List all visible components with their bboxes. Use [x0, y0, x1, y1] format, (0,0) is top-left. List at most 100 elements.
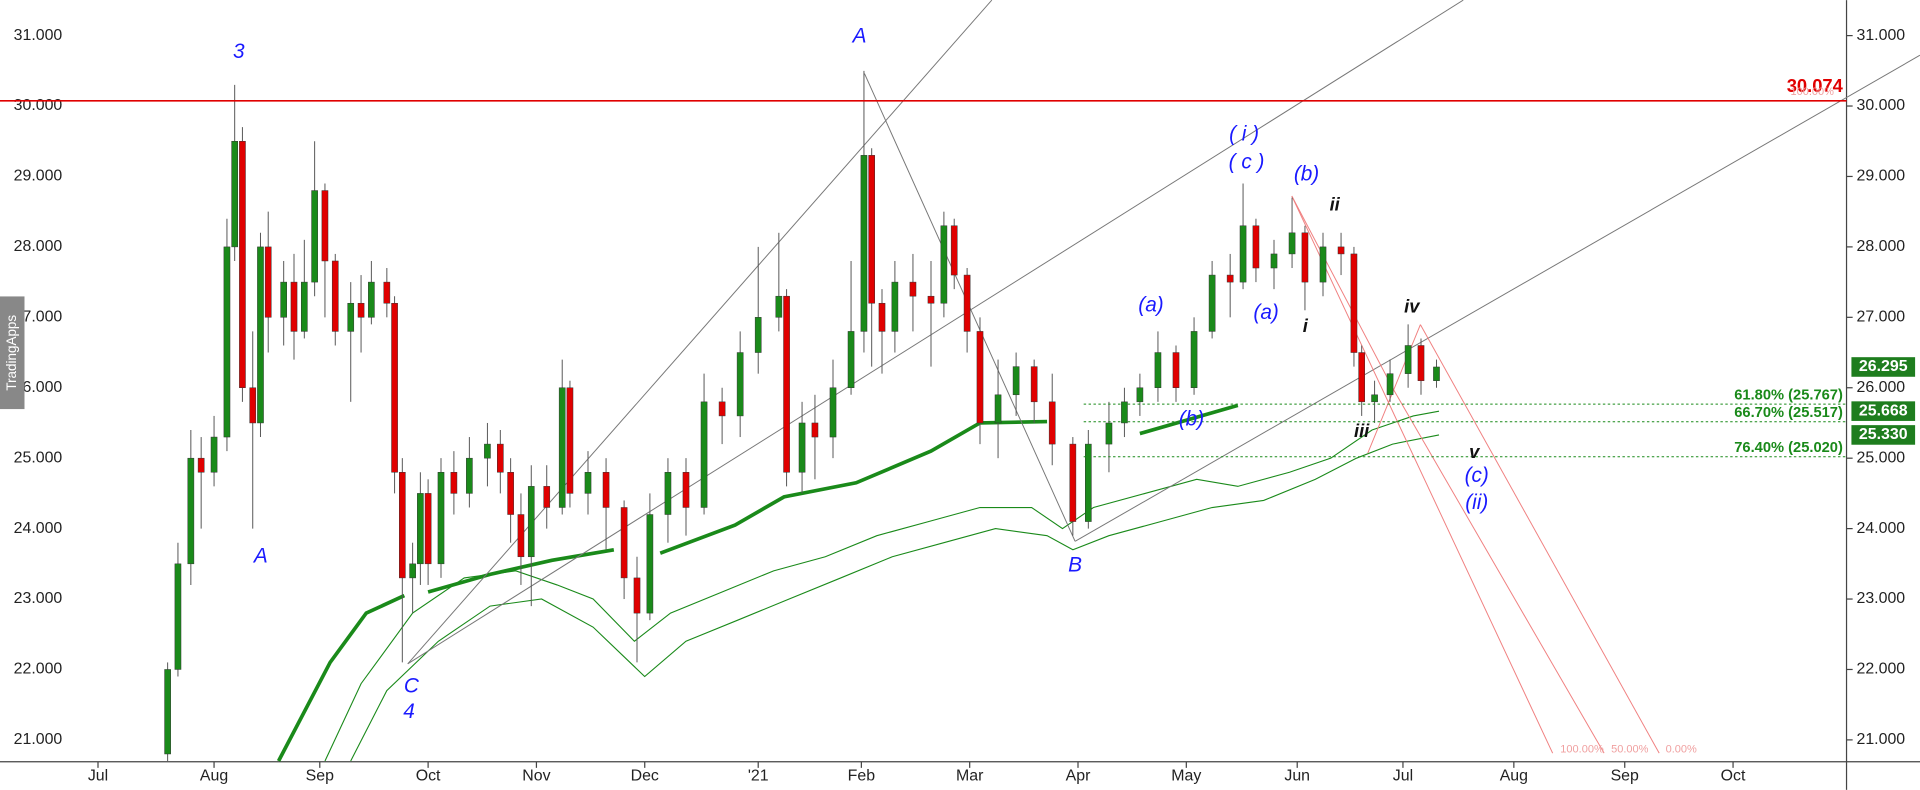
candle-body — [543, 486, 551, 508]
candle-body — [290, 281, 298, 332]
candle-body — [620, 507, 628, 579]
candle-body — [187, 457, 195, 565]
y-tick-label: 29.000 — [14, 168, 63, 185]
moving-average — [324, 410, 1440, 762]
x-tick-label: Mar — [956, 768, 984, 785]
candle-body — [950, 225, 958, 276]
candle-body — [1319, 246, 1327, 283]
wave-label: ( i ) — [1229, 122, 1259, 145]
candle-body — [1417, 345, 1425, 381]
trend-line — [407, 0, 993, 665]
candle-body — [1172, 352, 1180, 388]
wave-label: (c) — [1465, 464, 1489, 487]
levels: 30.074 61.80% (25.767) 66.70% (25.517) 76.4… — [0, 75, 1916, 458]
price-tag-label: 25.330 — [1859, 426, 1908, 443]
candle-body — [231, 140, 238, 248]
candle-body — [197, 457, 205, 473]
candle-body — [174, 563, 182, 670]
wave-label: ( c ) — [1229, 150, 1265, 173]
x-tick-label: Sep — [306, 768, 334, 785]
fork-label: 100.00% — [1790, 86, 1834, 98]
candle-body — [409, 563, 416, 579]
watermark-box — [0, 296, 25, 410]
candle-body — [1085, 443, 1092, 522]
candle-body — [927, 295, 935, 304]
fork-line — [1393, 389, 1605, 754]
price-tag — [1851, 425, 1916, 445]
wave-label: v — [1469, 441, 1481, 462]
candle-body — [1404, 345, 1412, 374]
candle-body — [1386, 373, 1394, 396]
candle-body — [811, 422, 819, 438]
y-tick-label: 27.000 — [1856, 309, 1905, 326]
y-tick-label: 28.000 — [14, 238, 63, 255]
y-tick-label: 23.000 — [14, 590, 63, 607]
x-tick-label: Feb — [848, 768, 876, 785]
candle-body — [754, 317, 762, 353]
fork-line — [1291, 195, 1554, 754]
y-tick-label: 21.000 — [14, 731, 63, 748]
candle-body — [1433, 366, 1440, 381]
x-tick-label: Jul — [88, 768, 108, 785]
candle-body — [940, 225, 948, 304]
wave-label: iii — [1354, 420, 1370, 441]
candle-body — [391, 302, 398, 473]
candle-body — [1270, 253, 1278, 269]
trend-line — [1074, 54, 1920, 542]
candle-body — [1136, 387, 1144, 403]
candle-body — [1301, 232, 1309, 283]
wave-label: 3 — [233, 40, 245, 63]
candle-body — [497, 443, 504, 473]
watermark-text: TradingApps — [4, 315, 19, 391]
x-tick-label: Oct — [1721, 768, 1746, 785]
candle-body — [646, 514, 654, 614]
fork-line — [1291, 195, 1394, 390]
wave-label: i — [1303, 315, 1309, 336]
candle-body — [280, 281, 287, 318]
y-tick-label: 23.000 — [1856, 590, 1905, 607]
wave-label: ii — [1330, 194, 1341, 215]
price-tag — [1851, 401, 1916, 421]
y-tick-label: 30.000 — [14, 97, 63, 114]
price-tag-label: 25.668 — [1859, 402, 1908, 419]
candle-body — [1288, 232, 1296, 255]
y-tick-label: 31.000 — [1856, 27, 1905, 44]
y-tick-label: 25.000 — [14, 449, 63, 466]
wave-label: (b) — [1294, 163, 1319, 186]
candle-body — [249, 387, 257, 424]
candle-body — [558, 387, 566, 508]
y-tick-label: 22.000 — [14, 661, 63, 678]
candle-body — [484, 443, 491, 459]
y-tick-label: 26.000 — [14, 379, 63, 396]
candle-body — [357, 302, 365, 318]
candle-body — [399, 472, 406, 579]
y-tick-label: 25.000 — [1856, 449, 1905, 466]
candle-body — [437, 472, 445, 565]
candle-body — [1030, 366, 1038, 403]
candle-body — [1371, 394, 1378, 403]
candle-body — [417, 493, 424, 565]
y-tick-label: 24.000 — [14, 520, 63, 537]
x-tick-label: Aug — [200, 768, 228, 785]
x-tick-label: Nov — [522, 768, 550, 785]
fork-label: 0.00% — [1666, 743, 1697, 755]
wave-label: 4 — [403, 700, 415, 723]
x-tick-label: Jul — [1393, 768, 1413, 785]
x-tick-label: Jun — [1284, 768, 1310, 785]
wave-label: (ii) — [1465, 491, 1488, 514]
y-tick-label: 29.000 — [1856, 168, 1905, 185]
candle-body — [633, 577, 641, 614]
y-tick-label: 24.000 — [1856, 520, 1905, 537]
fork-line — [1419, 324, 1660, 754]
fib-label: 76.40% (25.020) — [1734, 440, 1843, 456]
candle-body — [664, 472, 672, 515]
candle-body — [1239, 225, 1247, 283]
candle-body — [584, 472, 592, 494]
candle-body — [368, 281, 375, 318]
candle-body — [507, 472, 514, 515]
candles — [164, 70, 1440, 762]
candle-body — [527, 486, 535, 558]
candle-body — [1048, 401, 1056, 445]
candle-body — [718, 401, 726, 417]
